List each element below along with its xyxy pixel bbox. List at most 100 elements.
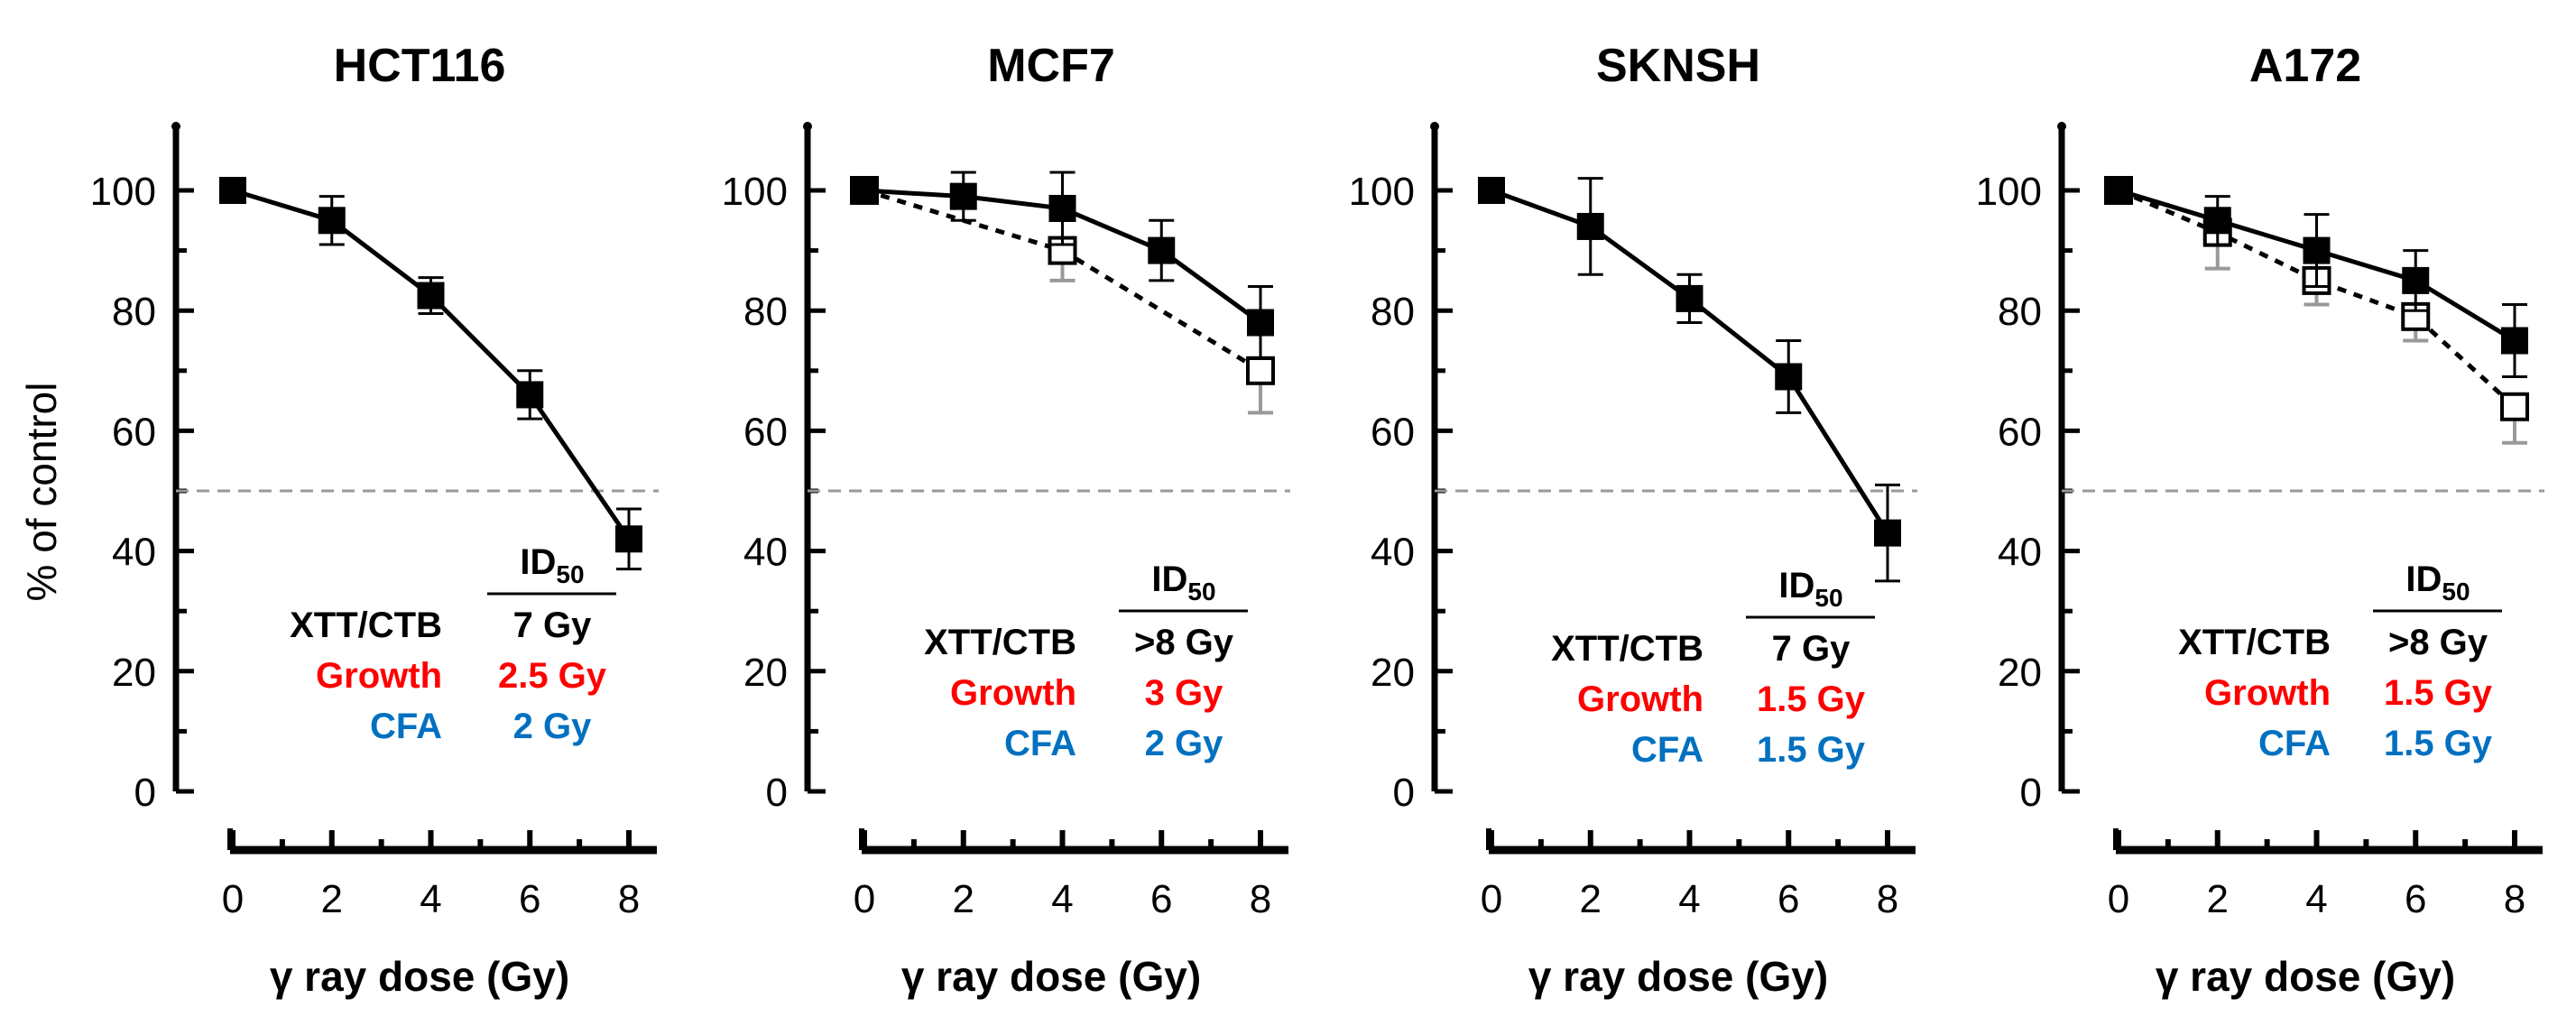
x-axis-label-hct116: γ ray dose (Gy)	[270, 953, 569, 1000]
x-tick-label: 8	[1250, 877, 1271, 921]
x-tick-label: 8	[618, 877, 640, 921]
data-point-filled	[949, 182, 977, 210]
panel-title-hct116: HCT116	[334, 40, 506, 92]
data-point-filled	[2203, 207, 2231, 235]
y-tick-label: 40	[112, 531, 156, 575]
id50-header: ID50	[2405, 559, 2470, 605]
y-axis-cap	[2057, 122, 2066, 131]
x-tick-label: 6	[519, 877, 540, 921]
x-tick-label: 4	[1051, 877, 1073, 921]
y-tick-label: 20	[1998, 651, 2042, 695]
y-tick-label: 80	[1371, 290, 1415, 334]
y-tick-label: 0	[134, 771, 156, 815]
y-tick-label: 80	[1998, 290, 2042, 334]
panel-title-sknsh: SKNSH	[1596, 40, 1760, 92]
y-tick-label: 40	[1998, 531, 2042, 575]
y-tick-label: 80	[112, 290, 156, 334]
y-tick-label: 60	[1371, 410, 1415, 454]
id50-value-cfa: 2 Gy	[513, 707, 592, 746]
y-axis-cap	[1430, 122, 1439, 131]
y-tick-label: 40	[1371, 531, 1415, 575]
data-point-filled	[615, 525, 642, 553]
id50-value-xtt-ctb: 7 Gy	[513, 605, 592, 645]
series-line-hct116-xtt-ctb	[232, 188, 632, 541]
data-point-filled	[318, 207, 346, 235]
y-tick-label: 80	[743, 290, 788, 334]
y-tick-label: 100	[1976, 170, 2042, 214]
x-tick-label: 2	[953, 877, 974, 921]
id50-value-growth: 3 Gy	[1145, 673, 1223, 713]
id50-value-xtt-ctb: >8 Gy	[2388, 623, 2488, 662]
y-tick-label: 20	[743, 651, 788, 695]
data-point-filled	[1874, 519, 1901, 547]
data-point-filled	[417, 282, 445, 310]
y-tick-label: 60	[1998, 410, 2042, 454]
data-point-filled	[1478, 177, 1505, 204]
x-tick-label: 2	[321, 877, 343, 921]
series-line-a172-open	[2118, 188, 2516, 409]
data-point-filled	[1775, 363, 1803, 391]
y-axis-cap	[171, 122, 180, 131]
data-point-filled	[1676, 284, 1703, 312]
id50-assay-growth: Growth	[316, 656, 442, 696]
x-axis-label-mcf7: γ ray dose (Gy)	[901, 953, 1201, 1000]
data-point-filled	[1148, 236, 1176, 264]
x-tick-label: 0	[854, 877, 875, 921]
x-tick-label: 4	[1678, 877, 1700, 921]
panel-a172: A172 0 20 40 60 80 100 0 2 4 6 8 γ ray dose (Gy) ID50…	[1976, 40, 2544, 1000]
id50-assay-cfa: CFA	[1631, 730, 1703, 770]
id50-assay-xtt-ctb: XTT/CTB	[2178, 623, 2331, 662]
data-point-filled	[516, 381, 544, 409]
y-tick-label: 40	[743, 531, 788, 575]
id50-value-growth: 2.5 Gy	[498, 656, 607, 696]
id50-value-growth: 1.5 Gy	[2384, 673, 2493, 713]
data-point-filled	[2501, 327, 2528, 355]
id50-value-growth: 1.5 Gy	[1757, 679, 1866, 719]
panel-mcf7: MCF7 0 20 40 60 80 100 0 2 4 6 8 γ ray dose (Gy) ID50…	[722, 40, 1290, 1000]
id50-assay-growth: Growth	[1577, 679, 1703, 719]
data-point-filled	[2105, 177, 2132, 204]
y-tick-label: 0	[766, 771, 788, 815]
id50-value-xtt-ctb: 7 Gy	[1772, 629, 1851, 669]
id50-assay-growth: Growth	[2204, 673, 2331, 713]
id50-header: ID50	[520, 542, 584, 588]
id50-header: ID50	[1778, 566, 1842, 612]
y-axis-cap	[803, 122, 812, 131]
id50-assay-cfa: CFA	[1004, 724, 1076, 763]
data-point-open	[2500, 392, 2529, 421]
panel-title-mcf7: MCF7	[987, 40, 1115, 92]
data-point-filled	[851, 177, 878, 204]
data-point-filled	[1576, 212, 1604, 240]
data-point-filled	[1247, 309, 1274, 337]
id50-assay-xtt-ctb: XTT/CTB	[290, 605, 442, 645]
id50-assay-growth: Growth	[950, 673, 1076, 713]
x-tick-label: 6	[2405, 877, 2426, 921]
panel-hct116: HCT116 0 20 40 60 80 100 0 2 4 6 8 γ ray dose (Gy) ID…	[90, 40, 659, 1000]
panel-title-a172: A172	[2249, 40, 2361, 92]
x-tick-label: 6	[1777, 877, 1799, 921]
id50-value-cfa: 1.5 Gy	[1757, 730, 1866, 770]
y-tick-label: 60	[112, 410, 156, 454]
x-axis-label-sknsh: γ ray dose (Gy)	[1528, 953, 1828, 1000]
data-point-filled	[1048, 194, 1076, 222]
data-point-open	[1246, 356, 1275, 385]
x-tick-label: 8	[2504, 877, 2525, 921]
x-tick-label: 0	[222, 877, 244, 921]
id50-assay-xtt-ctb: XTT/CTB	[1551, 629, 1703, 669]
id50-assay-cfa: CFA	[370, 707, 442, 746]
id50-assay-cfa: CFA	[2258, 724, 2331, 763]
x-tick-label: 4	[420, 877, 441, 921]
y-tick-label: 100	[1349, 170, 1415, 214]
y-tick-label: 60	[743, 410, 788, 454]
x-tick-label: 4	[2305, 877, 2327, 921]
x-tick-label: 0	[2108, 877, 2129, 921]
data-point-filled	[2303, 236, 2331, 264]
x-axis-label-a172: γ ray dose (Gy)	[2156, 953, 2455, 1000]
y-tick-label: 20	[1371, 651, 1415, 695]
id50-value-xtt-ctb: >8 Gy	[1134, 623, 1234, 662]
y-tick-label: 0	[2020, 771, 2042, 815]
x-tick-label: 2	[2207, 877, 2229, 921]
x-tick-label: 2	[1580, 877, 1602, 921]
id50-assay-xtt-ctb: XTT/CTB	[924, 623, 1076, 662]
